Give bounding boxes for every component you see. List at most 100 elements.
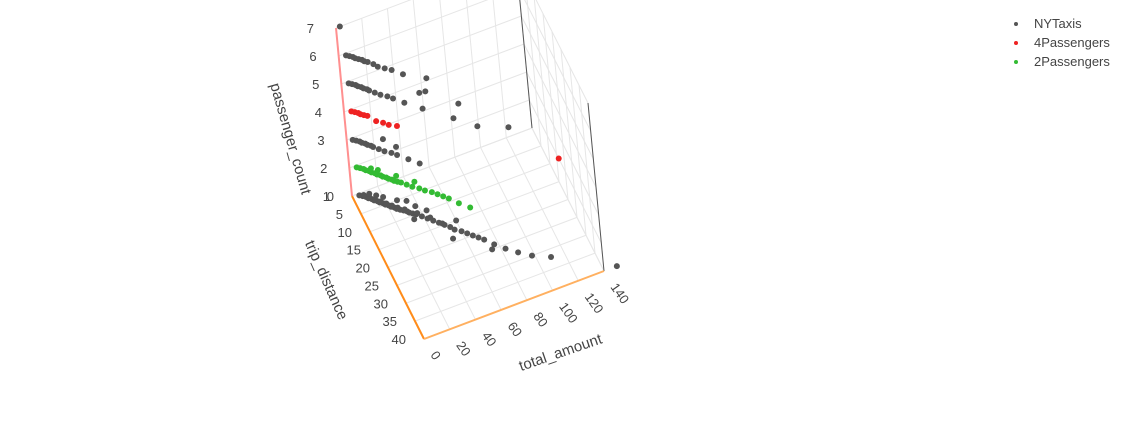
- point-2passengers[interactable]: [393, 172, 400, 179]
- y-axis-line: [423, 270, 605, 340]
- point-nytaxis[interactable]: [336, 23, 343, 30]
- point-4passengers[interactable]: [385, 121, 392, 128]
- point-2passengers[interactable]: [416, 185, 423, 192]
- point-nytaxis[interactable]: [381, 148, 388, 155]
- side-grid-line: [335, 0, 412, 29]
- point-nytaxis[interactable]: [491, 241, 498, 248]
- point-2passengers[interactable]: [428, 189, 435, 196]
- point-nytaxis[interactable]: [380, 194, 387, 201]
- y-tick-label: 80: [530, 309, 551, 329]
- point-nytaxis[interactable]: [475, 234, 482, 241]
- point-nytaxis[interactable]: [403, 197, 410, 204]
- point-nytaxis[interactable]: [360, 191, 367, 198]
- point-nytaxis[interactable]: [401, 99, 408, 106]
- point-nytaxis[interactable]: [474, 123, 481, 130]
- point-nytaxis[interactable]: [394, 204, 401, 211]
- point-nytaxis[interactable]: [450, 235, 457, 242]
- legend-label: NYTaxis: [1034, 16, 1082, 31]
- point-nytaxis[interactable]: [416, 160, 423, 167]
- legend-item-4passengers[interactable]: 4Passengers: [1010, 33, 1110, 52]
- point-4passengers[interactable]: [373, 118, 380, 125]
- point-2passengers[interactable]: [411, 178, 418, 185]
- point-nytaxis[interactable]: [502, 245, 509, 252]
- data-points[interactable]: [336, 23, 620, 270]
- point-nytaxis[interactable]: [464, 230, 471, 237]
- point-2passengers[interactable]: [367, 165, 374, 172]
- point-nytaxis[interactable]: [366, 190, 373, 197]
- point-nytaxis[interactable]: [375, 146, 382, 153]
- point-nytaxis[interactable]: [377, 91, 384, 98]
- point-nytaxis[interactable]: [427, 214, 434, 221]
- point-nytaxis[interactable]: [515, 249, 522, 256]
- floor-grid-line: [377, 186, 451, 330]
- point-nytaxis[interactable]: [394, 197, 400, 204]
- point-2passengers[interactable]: [403, 181, 410, 188]
- point-nytaxis[interactable]: [423, 75, 430, 82]
- point-2passengers[interactable]: [445, 195, 452, 202]
- z-tick-label: 3: [317, 133, 324, 148]
- point-nytaxis[interactable]: [388, 149, 395, 156]
- point-nytaxis[interactable]: [405, 156, 412, 163]
- point-nytaxis[interactable]: [489, 246, 496, 253]
- point-nytaxis[interactable]: [383, 200, 390, 207]
- point-nytaxis[interactable]: [505, 124, 512, 131]
- point-2passengers[interactable]: [440, 193, 447, 200]
- point-nytaxis[interactable]: [370, 144, 377, 151]
- point-2passengers[interactable]: [434, 191, 441, 198]
- point-nytaxis[interactable]: [422, 88, 429, 95]
- point-nytaxis[interactable]: [455, 100, 462, 107]
- point-nytaxis[interactable]: [481, 236, 488, 243]
- y-tick-label: 0: [428, 348, 444, 363]
- point-nytaxis[interactable]: [388, 67, 395, 74]
- point-nytaxis[interactable]: [379, 136, 386, 143]
- point-nytaxis[interactable]: [366, 87, 373, 94]
- legend-item-2passengers[interactable]: 2Passengers: [1010, 52, 1110, 71]
- point-nytaxis[interactable]: [394, 152, 401, 158]
- point-nytaxis[interactable]: [374, 63, 381, 70]
- point-nytaxis[interactable]: [371, 89, 378, 96]
- point-2passengers[interactable]: [398, 179, 405, 186]
- point-4passengers[interactable]: [393, 123, 400, 130]
- point-nytaxis[interactable]: [613, 263, 620, 270]
- point-nytaxis[interactable]: [370, 61, 377, 68]
- point-nytaxis[interactable]: [389, 202, 396, 209]
- point-nytaxis[interactable]: [416, 89, 423, 96]
- point-nytaxis[interactable]: [450, 115, 457, 122]
- side-grid-line: [343, 43, 525, 113]
- point-nytaxis[interactable]: [439, 220, 446, 227]
- point-nytaxis[interactable]: [393, 143, 400, 150]
- point-nytaxis[interactable]: [548, 253, 555, 260]
- point-nytaxis[interactable]: [419, 105, 426, 112]
- z-tick-label: 5: [312, 77, 319, 92]
- point-nytaxis[interactable]: [418, 213, 425, 220]
- point-4passengers[interactable]: [380, 119, 387, 126]
- point-nytaxis[interactable]: [384, 93, 391, 100]
- point-nytaxis[interactable]: [447, 223, 454, 230]
- x-tick-label: 25: [365, 278, 379, 293]
- point-nytaxis[interactable]: [414, 210, 421, 217]
- point-4passengers[interactable]: [364, 112, 371, 119]
- point-2passengers[interactable]: [467, 204, 474, 211]
- point-nytaxis[interactable]: [401, 206, 408, 213]
- point-2passengers[interactable]: [409, 183, 416, 190]
- point-nytaxis[interactable]: [469, 232, 476, 239]
- point-nytaxis[interactable]: [529, 252, 535, 259]
- point-nytaxis[interactable]: [453, 217, 460, 224]
- back-grid-line: [533, 0, 551, 164]
- point-nytaxis[interactable]: [364, 59, 371, 66]
- point-nytaxis[interactable]: [373, 192, 380, 199]
- legend-item-nytaxis[interactable]: NYTaxis: [1010, 14, 1110, 33]
- point-2passengers[interactable]: [421, 187, 428, 194]
- point-nytaxis[interactable]: [390, 95, 397, 102]
- point-nytaxis[interactable]: [412, 203, 419, 210]
- point-nytaxis[interactable]: [458, 228, 465, 235]
- point-nytaxis[interactable]: [423, 207, 430, 214]
- point-nytaxis[interactable]: [411, 216, 418, 223]
- point-2passengers[interactable]: [455, 200, 462, 207]
- point-4passengers[interactable]: [555, 155, 562, 162]
- point-2passengers[interactable]: [374, 166, 381, 173]
- point-nytaxis[interactable]: [451, 226, 458, 233]
- point-nytaxis[interactable]: [381, 65, 388, 72]
- point-nytaxis[interactable]: [399, 71, 406, 78]
